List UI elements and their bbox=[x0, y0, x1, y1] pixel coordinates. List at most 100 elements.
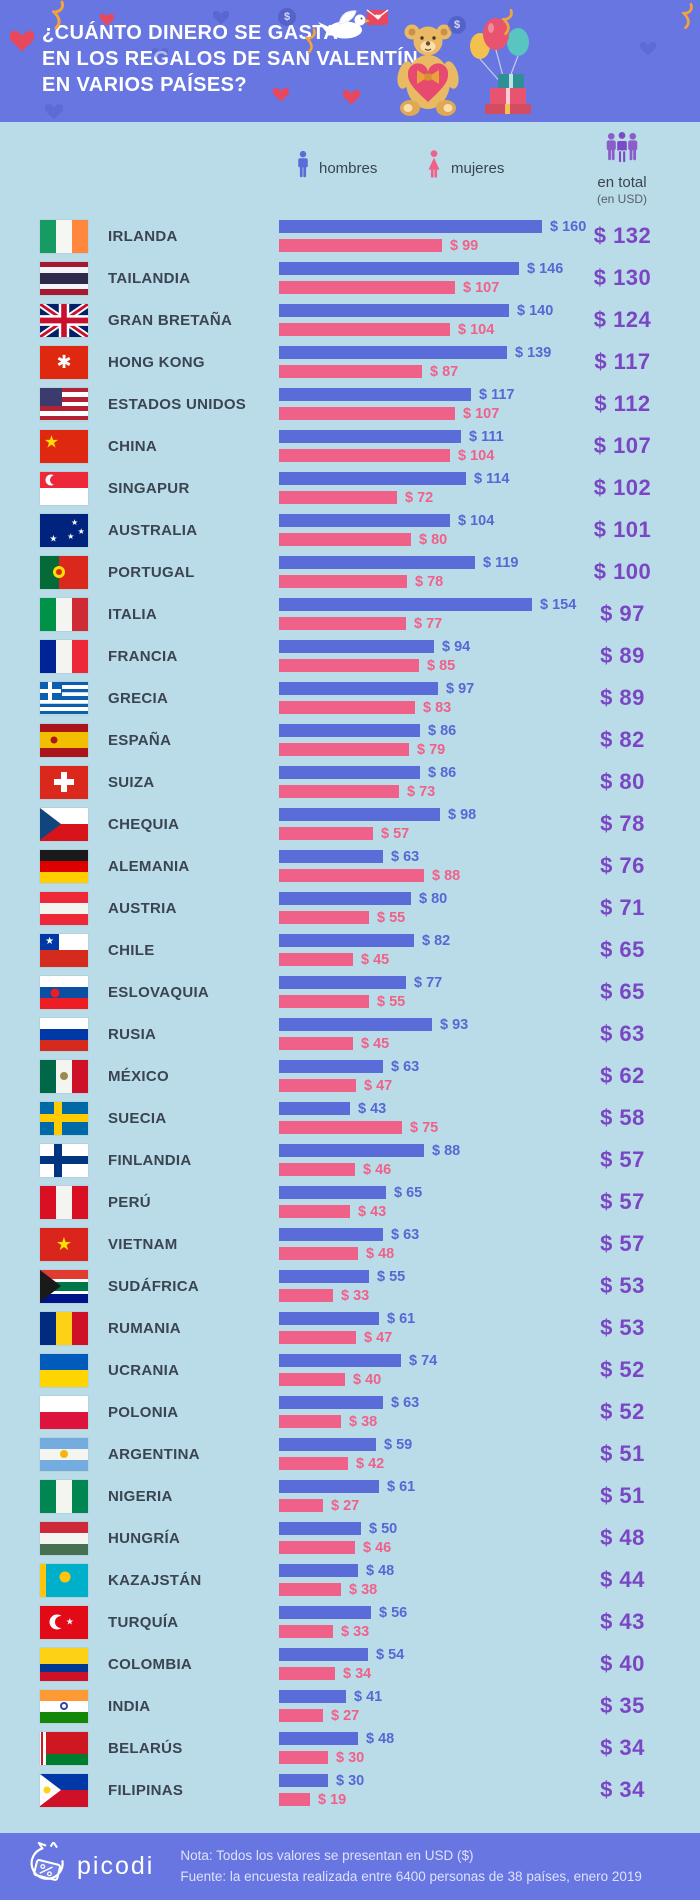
women-value: $ 19 bbox=[318, 1791, 347, 1808]
legend-women: mujeres bbox=[426, 150, 504, 187]
men-value: $ 86 bbox=[428, 764, 457, 781]
country-name: RUSIA bbox=[108, 1025, 157, 1043]
women-bar bbox=[279, 239, 442, 252]
picodi-logo-icon bbox=[26, 1841, 68, 1891]
total-value: $ 57 bbox=[600, 1147, 645, 1172]
women-bar-line: $ 45 bbox=[279, 951, 565, 968]
total-value: $ 44 bbox=[600, 1567, 645, 1592]
women-value: $ 27 bbox=[331, 1707, 360, 1724]
country-row: ESTADOS UNIDOS $ 117 $ 107 $ 112 bbox=[0, 383, 700, 425]
women-bar-line: $ 104 bbox=[279, 448, 565, 464]
country-name: FINLANDIA bbox=[108, 1151, 192, 1169]
women-bar bbox=[279, 953, 353, 966]
women-bar bbox=[279, 617, 406, 630]
men-bar bbox=[279, 640, 434, 653]
bar-group: $ 111 $ 104 bbox=[279, 428, 565, 464]
men-bar-line: $ 117 bbox=[279, 387, 565, 403]
country-row: IRLANDA $ 160 $ 99 $ 132 bbox=[0, 215, 700, 257]
bar-group: $ 97 $ 83 bbox=[279, 681, 565, 716]
men-bar-line: $ 56 bbox=[279, 1605, 565, 1621]
women-value: $ 33 bbox=[341, 1623, 370, 1640]
men-bar bbox=[279, 1102, 350, 1115]
men-bar-line: $ 63 bbox=[279, 1059, 565, 1075]
balloons-gifts-icon bbox=[468, 12, 546, 114]
country-row: ★ VIETNAM $ 63 $ 48 $ 57 bbox=[0, 1223, 700, 1265]
women-bar-line: $ 75 bbox=[279, 1120, 565, 1136]
men-bar bbox=[279, 1396, 383, 1409]
men-value: $ 111 bbox=[469, 428, 504, 445]
bar-group: $ 61 $ 27 bbox=[279, 1479, 565, 1514]
country-row: SUECIA $ 43 $ 75 $ 58 bbox=[0, 1097, 700, 1139]
women-value: $ 45 bbox=[361, 951, 390, 968]
flag-icon-hong-kong: ✱ bbox=[40, 345, 88, 379]
total-value: $ 40 bbox=[600, 1651, 645, 1676]
page-title: ¿CUÁNTO DINERO SE GASTA EN LOS REGALOS D… bbox=[42, 20, 418, 98]
heart-icon bbox=[212, 9, 230, 25]
men-value: $ 55 bbox=[377, 1268, 406, 1285]
total-value: $ 51 bbox=[600, 1483, 645, 1508]
men-value: $ 63 bbox=[391, 848, 420, 865]
men-value: $ 63 bbox=[391, 1226, 420, 1243]
country-name: VIETNAM bbox=[108, 1235, 178, 1253]
total-value: $ 35 bbox=[600, 1693, 645, 1718]
flag-icon-italia bbox=[40, 597, 88, 631]
men-bar bbox=[279, 1228, 383, 1241]
legend-men: hombres bbox=[296, 150, 377, 187]
men-bar bbox=[279, 1522, 361, 1535]
men-bar-line: $ 74 bbox=[279, 1353, 565, 1369]
men-bar-line: $ 50 bbox=[279, 1521, 565, 1537]
country-name: BELARÚS bbox=[108, 1739, 183, 1757]
women-bar-line: $ 34 bbox=[279, 1665, 565, 1682]
women-bar-line: $ 33 bbox=[279, 1288, 565, 1304]
total-value: $ 102 bbox=[593, 475, 652, 500]
women-value: $ 79 bbox=[417, 741, 446, 758]
women-bar-line: $ 33 bbox=[279, 1623, 565, 1640]
men-bar-line: $ 86 bbox=[279, 764, 565, 781]
men-value: $ 140 bbox=[517, 302, 554, 319]
dollar-coin-icon: $ bbox=[278, 8, 296, 26]
men-value: $ 114 bbox=[474, 470, 510, 487]
men-value: $ 63 bbox=[391, 1394, 420, 1411]
country-name: CHEQUIA bbox=[108, 815, 180, 833]
country-row: GRECIA $ 97 $ 83 $ 89 bbox=[0, 677, 700, 719]
men-bar bbox=[279, 598, 532, 611]
men-bar-line: $ 59 bbox=[279, 1437, 565, 1453]
women-bar bbox=[279, 575, 407, 588]
title-line-1: ¿CUÁNTO DINERO SE GASTA bbox=[42, 22, 339, 44]
flag-icon-belarus bbox=[40, 1731, 88, 1765]
men-bar bbox=[279, 346, 507, 359]
heart-icon bbox=[9, 28, 35, 52]
women-bar-line: $ 88 bbox=[279, 868, 565, 884]
dollar-coin-icon: $ bbox=[448, 16, 466, 34]
flag-icon-espana bbox=[40, 723, 88, 757]
total-value: $ 89 bbox=[600, 643, 645, 668]
women-bar-line: $ 27 bbox=[279, 1707, 565, 1724]
bar-group: $ 59 $ 42 bbox=[279, 1437, 565, 1472]
women-bar bbox=[279, 659, 419, 672]
men-value: $ 41 bbox=[354, 1688, 383, 1705]
women-bar bbox=[279, 491, 397, 504]
total-value: $ 101 bbox=[593, 517, 652, 542]
country-row: FILIPINAS $ 30 $ 19 $ 34 bbox=[0, 1769, 700, 1811]
women-value: $ 34 bbox=[343, 1665, 372, 1682]
country-name: GRAN BRETAÑA bbox=[108, 311, 233, 329]
men-bar bbox=[279, 556, 475, 569]
country-name: TAILANDIA bbox=[108, 269, 191, 287]
dove-with-letter-icon bbox=[315, 3, 390, 48]
women-bar bbox=[279, 1793, 310, 1806]
women-value: $ 87 bbox=[430, 363, 459, 380]
heart-icon bbox=[99, 12, 115, 26]
country-name: FRANCIA bbox=[108, 647, 178, 665]
men-bar-line: $ 97 bbox=[279, 681, 565, 697]
women-value: $ 80 bbox=[419, 531, 448, 548]
men-bar-line: $ 55 bbox=[279, 1268, 565, 1285]
women-bar bbox=[279, 1205, 350, 1218]
country-name: GRECIA bbox=[108, 689, 169, 707]
header: ¿CUÁNTO DINERO SE GASTA EN LOS REGALOS D… bbox=[0, 0, 700, 122]
legend: hombres mujeres bbox=[0, 122, 700, 210]
women-bar-line: $ 42 bbox=[279, 1456, 565, 1472]
total-value: $ 89 bbox=[600, 685, 645, 710]
men-bar bbox=[279, 1564, 358, 1577]
flag-icon-australia: ★ ★ ★ ★ bbox=[40, 513, 88, 547]
women-bar-line: $ 46 bbox=[279, 1162, 565, 1178]
